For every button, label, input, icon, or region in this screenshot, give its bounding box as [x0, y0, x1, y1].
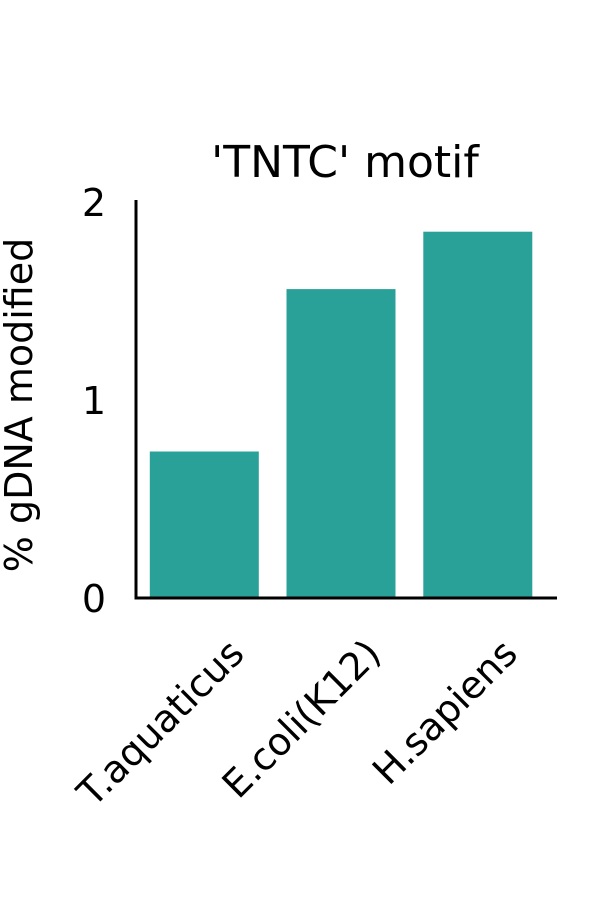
y-tick-label: 1	[82, 379, 106, 423]
bar-e-coli-k12	[286, 289, 396, 598]
x-tick-label: H.sapiens	[364, 631, 526, 793]
y-tick-label: 2	[82, 181, 106, 225]
y-tick-label: 0	[82, 577, 106, 621]
y-axis-title: % gDNA modified	[0, 238, 41, 572]
bars-group	[149, 231, 533, 598]
chart-title: 'TNTC' motif	[211, 137, 480, 188]
bar-t-aquaticus	[149, 451, 259, 598]
y-ticks-group: 0 1 2	[82, 181, 106, 621]
bar-h-sapiens	[423, 231, 533, 598]
